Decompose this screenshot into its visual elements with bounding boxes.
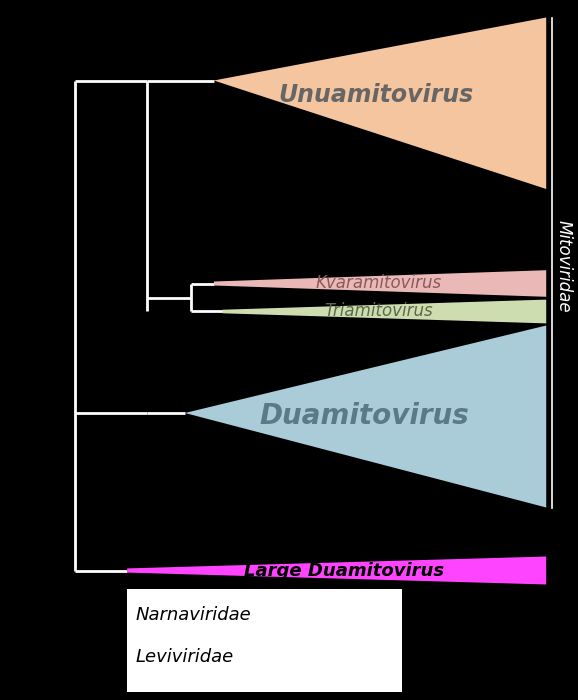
- Text: Triamitovirus: Triamitovirus: [324, 302, 433, 321]
- Polygon shape: [223, 300, 546, 323]
- Text: Duamitovirus: Duamitovirus: [260, 402, 469, 430]
- Text: Large Duamitovirus: Large Duamitovirus: [244, 561, 444, 580]
- Text: Narnaviridae: Narnaviridae: [136, 606, 251, 624]
- Text: Kvaramitovirus: Kvaramitovirus: [316, 274, 442, 293]
- Polygon shape: [214, 18, 546, 189]
- Polygon shape: [214, 270, 546, 297]
- Polygon shape: [127, 556, 546, 584]
- Polygon shape: [185, 326, 546, 508]
- Text: Unuamitovirus: Unuamitovirus: [278, 83, 473, 106]
- Text: Mitoviridae: Mitoviridae: [554, 220, 573, 312]
- Text: Leviviridae: Leviviridae: [136, 648, 234, 666]
- FancyBboxPatch shape: [127, 589, 402, 692]
